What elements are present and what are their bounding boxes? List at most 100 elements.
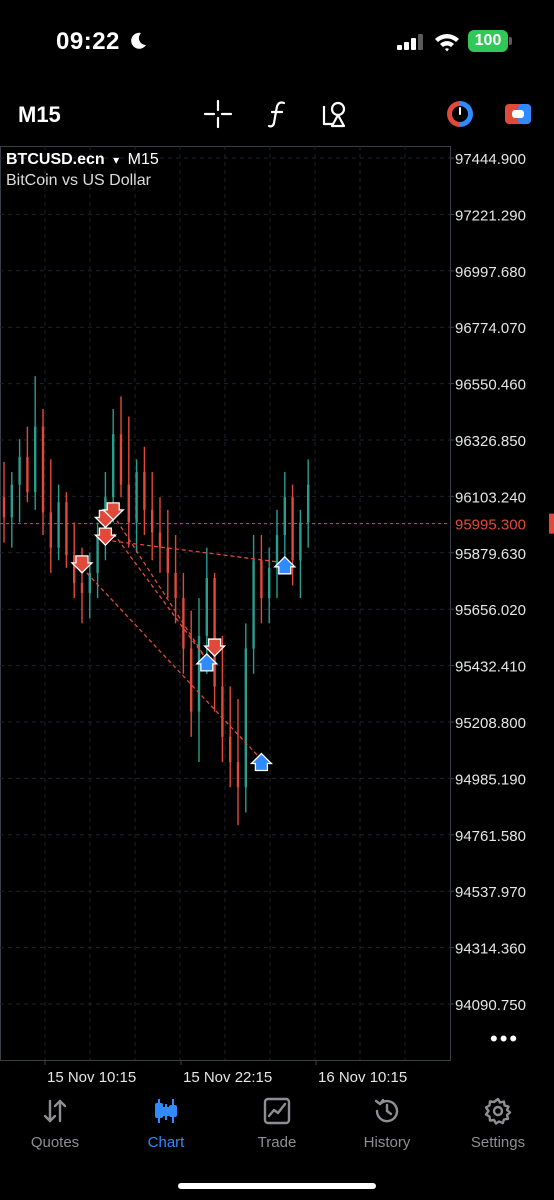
- candle-body: [49, 512, 52, 548]
- home-indicator: [178, 1183, 376, 1189]
- y-axis-label: 96103.240: [455, 489, 526, 506]
- price-marker: [549, 513, 554, 534]
- sell-arrow-icon: [93, 527, 117, 547]
- candle-body: [166, 547, 169, 573]
- tab-label: History: [363, 1134, 411, 1151]
- chevron-down-icon: ▾: [113, 153, 120, 167]
- y-axis-label: 95208.800: [455, 715, 526, 732]
- candle-body: [268, 567, 271, 599]
- candle-body: [10, 484, 13, 518]
- indicators-icon[interactable]: [262, 98, 294, 130]
- candle-body: [26, 456, 29, 493]
- candle-body: [127, 484, 130, 523]
- y-axis-label: 95656.020: [455, 602, 526, 619]
- x-axis-label: 15 Nov 22:15: [183, 1069, 272, 1086]
- tab-trade[interactable]: Trade: [227, 1096, 327, 1151]
- candle-body: [119, 434, 123, 485]
- battery-tip: [509, 37, 512, 45]
- symbol-period: M15: [127, 151, 159, 168]
- x-axis-label: 15 Nov 10:15: [47, 1069, 136, 1086]
- wifi-icon: [435, 34, 459, 52]
- candle-body: [135, 471, 138, 523]
- symbol-header[interactable]: BTCUSD.ecn ▾ M15: [6, 151, 159, 169]
- candle-body: [174, 572, 177, 599]
- candle-body: [275, 535, 279, 568]
- candle-body: [252, 560, 255, 649]
- y-axis-label: 97444.900: [455, 151, 526, 168]
- trade-line: [112, 514, 208, 661]
- candle-body: [34, 426, 37, 493]
- y-axis-label: 94314.360: [455, 941, 526, 958]
- tab-label: Trade: [257, 1134, 297, 1151]
- candle-body: [143, 471, 146, 510]
- candle-body: [221, 686, 224, 737]
- candle-body: [151, 509, 154, 533]
- candle-body: [190, 648, 193, 712]
- candle-body: [112, 434, 115, 498]
- buy-arrow-icon: [273, 555, 297, 575]
- tab-settings[interactable]: Settings: [448, 1096, 548, 1151]
- candle-body: [158, 532, 162, 548]
- candle-body: [307, 484, 310, 523]
- more-icon[interactable]: •••: [490, 1026, 520, 1051]
- tab-quotes[interactable]: Quotes: [5, 1096, 105, 1151]
- one-click-trading-icon[interactable]: [444, 98, 476, 130]
- trade-icon: [263, 1097, 291, 1125]
- tab-label: Quotes: [30, 1134, 80, 1151]
- price-chart[interactable]: 97444.900 97221.290 96997.680 96774.070 9655…: [0, 146, 554, 1090]
- candle-body: [57, 502, 60, 548]
- quotes-icon: [43, 1099, 67, 1123]
- trade-toggle-icon[interactable]: [502, 98, 534, 130]
- tab-history[interactable]: History: [337, 1096, 437, 1151]
- y-axis-label: 96997.680: [455, 264, 526, 281]
- current-price-label: 95995.300: [455, 517, 526, 534]
- trade-line: [105, 539, 285, 564]
- candle-body: [18, 456, 21, 485]
- candle-body: [96, 535, 99, 573]
- sell-arrow-icon: [101, 502, 125, 521]
- buy-arrow-icon: [195, 652, 219, 672]
- y-axis-label: 94090.750: [455, 997, 526, 1014]
- candle-body: [260, 560, 263, 599]
- candle-body: [73, 555, 76, 583]
- status-time: 09:22: [56, 28, 120, 55]
- candle-body: [299, 522, 302, 561]
- timeframe-button[interactable]: M15: [18, 102, 61, 127]
- tab-label: Settings: [470, 1134, 526, 1151]
- chart-icon: [155, 1099, 177, 1123]
- tab-label: Chart: [147, 1134, 185, 1151]
- crosshair-icon[interactable]: [202, 98, 234, 130]
- tab-chart[interactable]: Chart: [116, 1096, 216, 1151]
- battery-icon: 100: [468, 30, 508, 52]
- history-icon: [374, 1098, 399, 1123]
- y-axis-label: 96774.070: [455, 320, 526, 337]
- chart-canvas[interactable]: 97444.900 97221.290 96997.680 96774.070 9655…: [0, 146, 554, 1090]
- candle-body: [65, 502, 68, 556]
- tab-bar: Quotes Chart Trade History: [0, 1090, 554, 1200]
- objects-icon[interactable]: [320, 98, 352, 130]
- y-axis-label: 94537.970: [455, 884, 526, 901]
- y-axis-label: 96326.850: [455, 433, 526, 450]
- symbol-description: BitCoin vs US Dollar: [6, 172, 151, 189]
- candle-body: [41, 426, 45, 513]
- signal-icon: [397, 34, 423, 50]
- candle-body: [197, 635, 201, 712]
- candle-body: [236, 762, 240, 788]
- candle-body: [291, 497, 294, 561]
- sell-arrow-icon: [203, 638, 227, 657]
- trade-line: [104, 522, 208, 661]
- x-axis-label: 16 Nov 10:15: [318, 1069, 407, 1086]
- y-axis-label: 96550.460: [455, 377, 526, 394]
- candle-body: [244, 648, 247, 788]
- candle-body: [2, 497, 6, 518]
- y-axis-label: 95432.410: [455, 659, 526, 676]
- trade-line: [81, 567, 262, 760]
- candle-body: [205, 577, 208, 636]
- symbol-name: BTCUSD.ecn: [6, 151, 105, 168]
- y-axis-label: 97221.290: [455, 207, 526, 224]
- y-axis-label: 94985.190: [455, 771, 526, 788]
- settings-icon: [484, 1097, 512, 1125]
- chart-toolbar: M15: [0, 88, 554, 140]
- y-axis-label: 95879.630: [455, 546, 526, 563]
- moon-icon: [131, 32, 146, 49]
